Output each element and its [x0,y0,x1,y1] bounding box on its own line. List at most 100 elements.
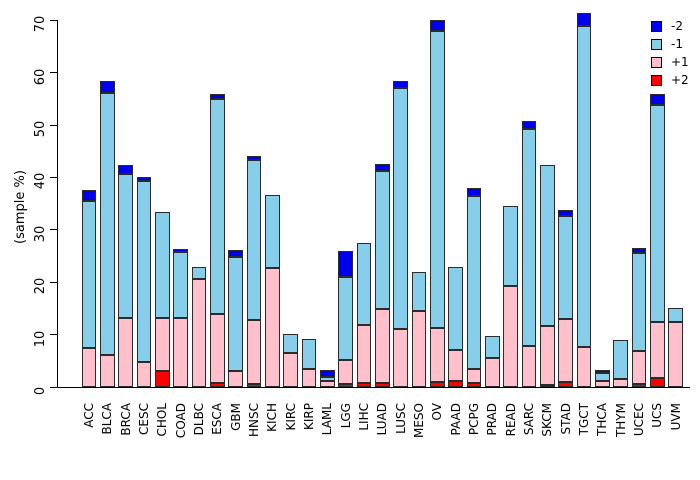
legend-swatch-+2 [651,74,662,86]
x-tick-label-text: PAAD [448,403,463,436]
bar-segment-PRAD-+1 [484,357,500,387]
bar-segment-GBM--1 [228,257,243,372]
bar-segment-SKCM--1 [540,165,555,327]
bar-segment-KIRC--1 [283,334,298,354]
bar-segment-OV--1 [429,30,445,328]
x-tick-label-text: THCA [595,403,610,436]
bar-segment-UCS-+2 [650,378,665,387]
bar-segment-LUAD-+2 [374,382,390,387]
y-tick [50,72,57,74]
x-tick-label-text: TGCT [577,403,592,436]
bar-segment-LGG--1 [338,277,353,360]
bar-segment-PCPG--1 [466,195,482,370]
legend-swatch--2 [651,20,662,32]
bar-segment-READ--1 [503,206,518,287]
bar-segment-ACC--1 [81,200,97,348]
bar-segment-LUSC--2 [393,81,408,89]
bar-segment-TGCT--2 [576,13,592,27]
x-tick-label-text: KICH [265,403,280,432]
x-tick-label-text: CHOL [155,403,170,437]
bar-segment-OV-+2 [429,381,445,387]
bar-segment-PAAD--1 [448,267,463,351]
legend-item-+2: +2 [651,71,689,89]
bar-segment-STAD--2 [558,210,574,217]
bar-segment-BRCA--1 [118,173,133,318]
bar-segment-PRAD--1 [484,335,500,358]
bar-segment-COAD-+1 [173,317,188,387]
y-tick [50,19,57,21]
bar-segment-THCA--2 [595,369,610,373]
legend-item--2: -2 [651,17,689,35]
bar-segment-BLCA--2 [99,81,115,93]
bar-segment-THCA-+1 [595,380,610,387]
bar-segment-UCEC-+1 [631,350,647,384]
x-tick-label-text: CESC [136,403,151,435]
x-tick-label-text: LAML [320,403,335,436]
x-tick-label-text: KIRP [301,403,316,430]
bar-segment-SKCM-+2 [540,384,555,387]
bar-segment-LUSC--1 [393,88,408,329]
y-tick-label-text: 60 [33,68,48,85]
bar-segment-MESO--1 [411,271,427,311]
bar-segment-ESCA--2 [209,93,225,99]
bar-segment-UCS-+1 [650,322,665,379]
bar-segment-ACC--2 [81,189,97,201]
x-axis-line [57,387,690,388]
legend-item--1: -1 [651,35,689,53]
bar-segment-READ-+1 [503,286,518,387]
bar-segment-HNSC-+2 [246,383,262,387]
bar-segment-KIRC-+1 [283,353,298,387]
bar-segment-COAD--1 [173,251,188,318]
y-tick [50,124,57,126]
bar-segment-LIHC--1 [356,243,372,326]
x-tick-label-text: UVM [668,403,683,431]
bar-segment-ESCA--1 [209,98,225,314]
y-tick [50,334,57,336]
bar-segment-KICH--1 [264,195,280,268]
bar-segment-LUAD-+1 [374,309,390,383]
bar-segment-OV--2 [429,20,445,31]
bar-segment-LAML--1 [319,376,335,382]
bar-segment-THYM-+1 [613,378,629,387]
bar-segment-OV-+1 [429,327,445,382]
x-tick-label-text: UCEC [632,403,647,437]
bar-segment-HNSC-+1 [246,320,262,384]
bar-segment-UCS--2 [650,94,665,106]
bar-segment-HNSC--2 [246,156,262,160]
y-tick-label-text: 0 [33,386,48,396]
x-tick-label-text: BLCA [100,403,115,435]
bar-segment-LGG-+1 [338,359,353,385]
bar-segment-BRCA--2 [118,165,133,174]
y-tick-label-text: 70 [33,16,48,33]
x-tick-label-text: SKCM [540,403,555,437]
bar-segment-THCA--1 [595,372,610,381]
x-tick-label-text: PCPG [466,403,481,436]
x-tick-label-text: LUSC [393,403,408,434]
y-tick [50,229,57,231]
bar-segment-UCEC--1 [631,253,647,351]
x-tick-label-text: LIHC [356,403,371,431]
bar-segment-SARC--2 [521,120,537,129]
bar-segment-ESCA-+2 [209,383,225,387]
legend-label: +1 [671,55,689,69]
bar-segment-LAML-+1 [319,381,335,387]
bar-segment-BLCA--1 [99,92,115,356]
bar-segment-BRCA-+1 [118,317,133,387]
bar-segment-CESC--2 [136,177,152,181]
bar-segment-LIHC-+2 [356,382,372,387]
bar-segment-LGG--2 [338,250,353,277]
bar-segment-CESC--1 [136,180,152,362]
x-tick-label-text: DLBC [191,403,206,436]
legend-swatch--1 [651,38,662,50]
x-tick-label-text: ACC [81,403,96,428]
x-tick-label-text: MESO [411,403,426,438]
x-tick-label-text: STAD [558,403,573,435]
bar-segment-CESC-+1 [136,361,152,387]
y-tick-label-text: 30 [33,225,48,243]
legend-item-+1: +1 [651,53,689,71]
y-tick-label-text: 20 [33,277,48,295]
bar-segment-KICH-+1 [264,267,280,387]
x-tick-label-text: COAD [173,403,188,439]
x-tick-label-text: KIRC [283,403,298,431]
